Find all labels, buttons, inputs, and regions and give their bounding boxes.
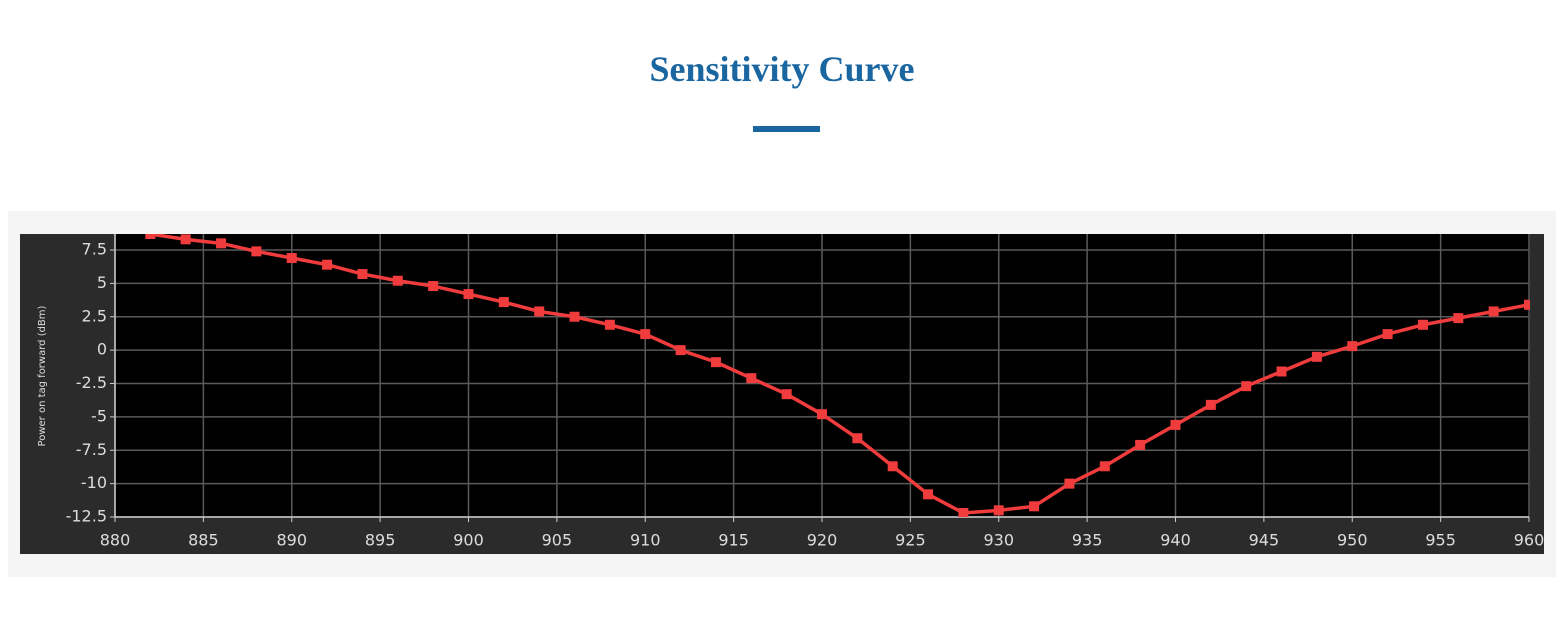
x-tick-label: 955 <box>1425 531 1456 550</box>
plot-group <box>145 234 1530 517</box>
data-point <box>1276 366 1287 377</box>
data-point <box>852 433 863 444</box>
y-tick-label: -7.5 <box>76 440 107 459</box>
y-tick-label: 7.5 <box>82 240 107 259</box>
x-tick-label: 905 <box>542 531 573 550</box>
data-point <box>887 461 898 472</box>
data-point <box>1382 329 1393 340</box>
data-point <box>746 373 757 384</box>
data-point <box>1524 299 1530 310</box>
y-axis-label: Power on tag forward (dBm) <box>37 305 48 446</box>
data-point <box>251 246 262 257</box>
data-point <box>1170 419 1181 430</box>
data-point <box>498 297 509 308</box>
data-point <box>993 505 1004 516</box>
x-tick-label: 940 <box>1160 531 1191 550</box>
title-underline <box>753 126 820 132</box>
y-tick-label: -5 <box>91 406 107 425</box>
data-point <box>1205 399 1216 410</box>
x-tick-label: 890 <box>276 531 307 550</box>
data-point <box>1311 351 1322 362</box>
data-point <box>180 234 191 245</box>
data-point <box>145 234 156 239</box>
x-tick-label: 960 <box>1514 531 1544 550</box>
x-tick-label: 920 <box>807 531 838 550</box>
data-point <box>1064 478 1075 489</box>
data-point <box>1347 341 1358 352</box>
data-point <box>216 238 227 249</box>
x-tick-label: 885 <box>188 531 219 550</box>
data-point <box>1135 439 1146 450</box>
data-point <box>322 259 333 270</box>
page-title: Sensitivity Curve <box>649 49 915 89</box>
y-tick-label: 5 <box>97 273 107 292</box>
data-point <box>392 275 403 286</box>
data-point <box>923 489 934 500</box>
y-tick-label: 2.5 <box>82 306 107 325</box>
data-point <box>781 389 792 400</box>
data-point <box>569 311 580 322</box>
data-point <box>1488 306 1499 317</box>
y-tick-label: -12.5 <box>66 507 107 526</box>
y-tick-label: 0 <box>97 340 107 359</box>
x-tick-label: 895 <box>365 531 396 550</box>
series-line <box>150 234 1530 515</box>
data-point <box>357 269 368 280</box>
x-tick-label: 930 <box>983 531 1014 550</box>
data-point <box>428 281 439 292</box>
data-point <box>710 357 721 368</box>
x-tick-label: 910 <box>630 531 661 550</box>
data-point <box>1453 313 1464 324</box>
data-point <box>817 409 827 420</box>
data-point <box>640 329 651 340</box>
y-tick-label: -10 <box>81 473 107 492</box>
data-point <box>1241 381 1252 392</box>
data-point <box>1029 501 1040 512</box>
chart: Power on tag forward (dBm) 7.5 5 2.5 0 -2.5 -… <box>20 234 1544 554</box>
x-tick-label: 950 <box>1337 531 1368 550</box>
data-point <box>463 289 474 300</box>
x-tick-label: 880 <box>100 531 131 550</box>
data-point <box>675 345 686 356</box>
y-tick-label: -2.5 <box>76 373 107 392</box>
data-point <box>1099 461 1110 472</box>
x-tick-label: 935 <box>1072 531 1103 550</box>
x-tick-label: 915 <box>718 531 749 550</box>
data-point <box>534 306 545 317</box>
data-point <box>1417 319 1428 330</box>
x-tick-label: 900 <box>453 531 484 550</box>
x-tick-label: 945 <box>1249 531 1280 550</box>
x-tick-label: 925 <box>895 531 926 550</box>
data-point <box>286 253 297 264</box>
data-point <box>604 319 615 330</box>
data-point <box>958 507 969 517</box>
